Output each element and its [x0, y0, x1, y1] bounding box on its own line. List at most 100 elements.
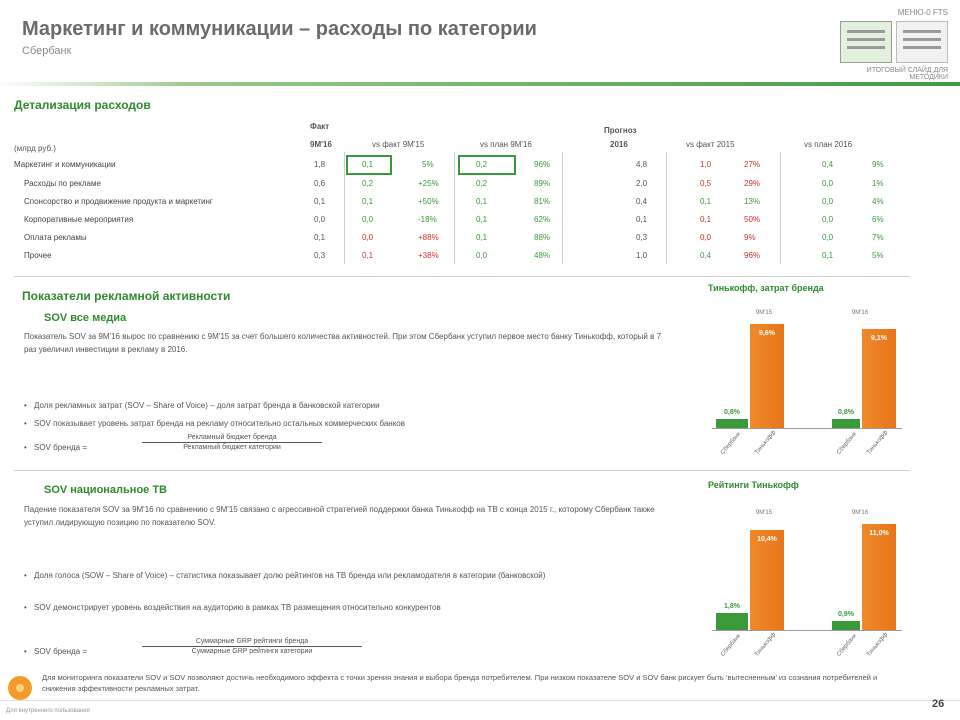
chart-group-label: 9М'15 [755, 510, 773, 516]
col-divider [562, 152, 563, 264]
col-divider [344, 152, 345, 264]
cell: 0,0 [700, 233, 712, 242]
chart-axis [712, 630, 902, 631]
chart-tick-label: Тинькофф [866, 429, 890, 456]
table-row: Расходы по рекламе 0,6 0,2 +25% 0,2 89% … [14, 175, 910, 193]
col-divider [666, 152, 667, 264]
cell: +38% [418, 251, 439, 260]
chart-bar [750, 324, 784, 428]
footnote-icon [8, 676, 32, 700]
chart1-title: Тинькофф, затрат бренда [708, 283, 824, 293]
col-divider [454, 152, 455, 264]
cell: 0,1 [362, 160, 374, 169]
cell: 0,4 [822, 160, 834, 169]
col-vs-plan-fc: vs план 2016 [804, 140, 853, 149]
row-label: Расходы по рекламе [24, 179, 101, 188]
chart-data-label: 0,8% [724, 409, 740, 416]
cell: 9% [744, 233, 756, 242]
cell: 29% [744, 179, 761, 188]
cell: 7% [872, 233, 884, 242]
chart-bar [862, 329, 896, 428]
cell: 96% [534, 160, 551, 169]
table-row: Спонсорство и продвижение продукта и мар… [14, 193, 910, 211]
chart-data-label: 1,8% [724, 603, 740, 610]
sow-formula: Суммарные GRP рейтинги бренда Суммарные … [142, 638, 362, 655]
detail-heading: Детализация расходов [14, 98, 151, 112]
page-number: 26 [932, 698, 945, 710]
chart-group-label: 9М'16 [851, 310, 869, 316]
row-label: Корпоративные мероприятия [24, 215, 134, 224]
cell: +25% [418, 179, 439, 188]
cell: 81% [534, 197, 551, 206]
slide-logo: МЕНЮ-0 FTS ИТОГОВЫЙ СЛАЙД ДЛЯ МЕТОДИКИ [838, 8, 948, 81]
row-label: Прочее [24, 251, 52, 260]
cell: 0,1 [476, 197, 488, 206]
group-fact: Факт [310, 122, 330, 131]
cell: 0,0 [476, 251, 488, 260]
cell: 0,3 [314, 251, 326, 260]
cell: 1,0 [700, 160, 712, 169]
chart-tick-label: Сбербанк [720, 431, 742, 456]
logo-tile-green [840, 21, 892, 63]
chart-tick-label: Сбербанк [836, 633, 858, 658]
page-subtitle: Сбербанк [22, 45, 72, 57]
footer-divider [0, 700, 960, 701]
cell: 0,0 [362, 215, 374, 224]
logo-top-text: МЕНЮ-0 FTS [897, 8, 948, 17]
sow-text: Падение показателя SOV за 9М'16 по сравн… [24, 505, 655, 527]
chart-bar [862, 524, 896, 630]
formula-denominator: Суммарные GRP рейтинги категории [191, 648, 313, 655]
header-divider [0, 82, 960, 86]
cell: 0,4 [700, 251, 712, 260]
chart-data-label: 0,8% [838, 409, 854, 416]
logo-bottom-text: ИТОГОВЫЙ СЛАЙД ДЛЯ МЕТОДИКИ [866, 67, 948, 81]
cell: 0,1 [636, 215, 648, 224]
chart-group-label: 9М'16 [851, 510, 869, 516]
chart-tick-label: Сбербанк [720, 633, 742, 658]
chart-bar [716, 419, 748, 428]
cell: 0,0 [314, 215, 326, 224]
cell: 89% [534, 179, 551, 188]
highlight-box [458, 155, 516, 175]
formula-numerator: Суммарные GRP рейтинги бренда [195, 638, 309, 645]
table-row: Прочее 0,3 0,1 +38% 0,0 48% 1,0 0,4 96% … [14, 247, 910, 265]
col-vs-plan: vs план 9М'16 [480, 140, 532, 149]
chart-tick-label: Тинькофф [866, 631, 890, 658]
cell: 0,5 [700, 179, 712, 188]
cell: 1% [872, 179, 884, 188]
sow-formula-label: SOV бренда = [24, 646, 144, 658]
chart-tick-label: Сбербанк [836, 431, 858, 456]
cell: 0,0 [822, 233, 834, 242]
sow-bullet: Доля голоса (SOW – Share of Voice) – ста… [24, 570, 670, 582]
chart-bar [832, 621, 860, 630]
cell: 0,1 [314, 197, 326, 206]
cell: 4% [872, 197, 884, 206]
chart-data-label: 10,4% [757, 536, 777, 543]
cell: +88% [418, 233, 439, 242]
cell: 5% [872, 251, 884, 260]
cell: 0,1 [314, 233, 326, 242]
chart-data-label: 9,6% [759, 330, 775, 337]
cell: 0,1 [362, 197, 374, 206]
cell: -18% [418, 215, 437, 224]
cell: 0,0 [822, 197, 834, 206]
cell: 0,0 [822, 215, 834, 224]
chart-group-label: 9М'15 [755, 310, 773, 316]
cell: 0,1 [822, 251, 834, 260]
chart-bar [716, 613, 748, 630]
sov-formula-label: SOV бренда = [24, 442, 144, 454]
footnote-text: Для мониторинга показатели SOV и SOV поз… [42, 673, 878, 693]
cell: 0,0 [822, 179, 834, 188]
cell: 48% [534, 251, 551, 260]
row-label: Оплата рекламы [24, 233, 87, 242]
cell: 0,3 [636, 233, 648, 242]
formula-denominator: Рекламный бюджет категории [183, 444, 281, 451]
table-row: Корпоративные мероприятия 0,0 0,0 -18% 0… [14, 211, 910, 229]
sov-bullet: Доля рекламных затрат (SOV – Share of Vo… [24, 400, 670, 412]
sow-heading: SOV национальное ТВ [44, 484, 168, 496]
cell: 0,1 [700, 215, 712, 224]
page-title: Маркетинг и коммуникации – расходы по ка… [22, 18, 537, 40]
chart-tick-label: Тинькофф [754, 429, 778, 456]
chart-axis [712, 428, 902, 429]
logo-tile-grey [896, 21, 948, 63]
